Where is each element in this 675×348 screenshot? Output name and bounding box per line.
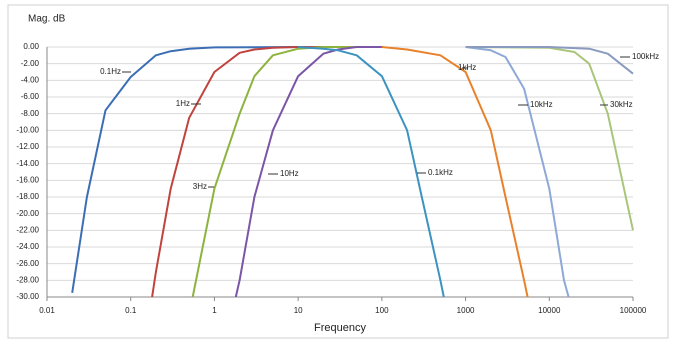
- series-label: 0.1Hz: [100, 67, 121, 76]
- y-tick-label: -22.00: [16, 225, 39, 234]
- x-tick-label: 0.01: [39, 306, 55, 315]
- y-tick-label: -10.00: [16, 125, 39, 134]
- series-label: 1Hz: [176, 99, 190, 108]
- x-tick-label: 1: [212, 306, 217, 315]
- y-tick-label: -26.00: [16, 259, 39, 268]
- x-tick-label: 1000: [457, 306, 475, 315]
- x-tick-label: 10: [294, 306, 303, 315]
- y-tick-label: -14.00: [16, 159, 39, 168]
- x-axis-label: Frequency: [314, 322, 366, 334]
- y-tick-label: -4.00: [21, 75, 40, 84]
- series-line: [465, 46, 634, 75]
- series-line: [151, 46, 382, 298]
- series-label: 10kHz: [530, 100, 553, 109]
- series-line: [71, 46, 382, 293]
- chart-frame: [7, 4, 669, 339]
- x-tick-label: 0.1: [125, 306, 137, 315]
- y-tick-label: -16.00: [16, 175, 39, 184]
- y-tick-label: -6.00: [21, 92, 40, 101]
- y-tick-label: -12.00: [16, 142, 39, 151]
- x-tick-label: 100: [375, 306, 389, 315]
- y-tick-label: -2.00: [21, 59, 40, 68]
- series-label: 30kHz: [610, 100, 633, 109]
- x-tick-label: 100000: [620, 306, 647, 315]
- y-axis-label: Mag. dB: [28, 14, 66, 25]
- y-tick-label: -30.00: [16, 292, 39, 301]
- series-label: 3Hz: [193, 182, 207, 191]
- y-tick-label: -24.00: [16, 242, 39, 251]
- series-line: [191, 46, 382, 298]
- series-label: 1kHz: [458, 63, 476, 72]
- series-line: [234, 46, 382, 298]
- series-line: [381, 46, 529, 298]
- y-tick-label: 0.00: [23, 42, 39, 51]
- y-tick-label: -18.00: [16, 192, 39, 201]
- series-label: 100kHz: [632, 52, 659, 61]
- series-line: [298, 46, 445, 298]
- x-tick-label: 10000: [538, 306, 561, 315]
- series-label: 0.1kHz: [428, 168, 453, 177]
- y-tick-label: -8.00: [21, 109, 40, 118]
- y-tick-label: -20.00: [16, 209, 39, 218]
- series-label: 10Hz: [280, 169, 299, 178]
- y-tick-label: -28.00: [16, 275, 39, 284]
- series-line: [465, 46, 570, 298]
